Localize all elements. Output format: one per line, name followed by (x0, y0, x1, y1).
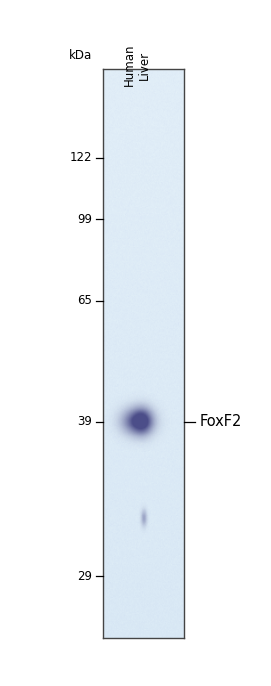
Text: Liver: Liver (138, 51, 151, 80)
Text: 122: 122 (70, 152, 92, 165)
Text: 99: 99 (77, 213, 92, 226)
Text: 39: 39 (77, 415, 92, 428)
Text: kDa: kDa (69, 49, 92, 62)
Text: 29: 29 (77, 570, 92, 583)
Text: 65: 65 (77, 294, 92, 307)
Text: Human: Human (123, 44, 136, 86)
Text: FoxF2: FoxF2 (199, 414, 241, 429)
